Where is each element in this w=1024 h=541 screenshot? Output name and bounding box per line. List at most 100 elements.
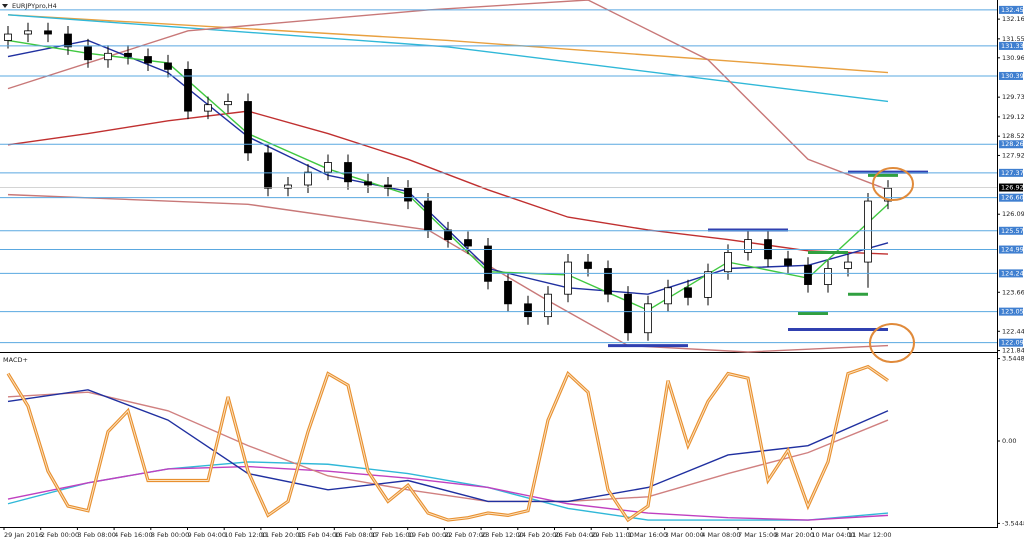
candle-body <box>444 229 452 240</box>
title-arrow <box>2 4 8 8</box>
level-label-box <box>999 41 1023 50</box>
x-tick-label: 26 Feb 04:00 <box>555 531 598 539</box>
indicator-line <box>7 389 889 503</box>
candle-body <box>864 200 872 263</box>
candle-body <box>124 52 132 57</box>
x-tick-label: 1 Mar 16:00 <box>628 531 667 539</box>
level-label: 124.248 <box>1001 269 1024 277</box>
candle-body <box>384 184 392 189</box>
y-tick-label: -3.5448 <box>1002 519 1024 527</box>
last-price-box <box>999 183 1023 192</box>
candle-body <box>724 252 732 273</box>
level-label-box <box>999 269 1023 278</box>
candle-body <box>564 261 572 295</box>
candle-body <box>884 187 892 202</box>
level-label-box <box>999 338 1023 347</box>
candle-body <box>544 293 552 318</box>
x-tick-label: 22 Feb 07:00 <box>444 531 487 539</box>
candle-body <box>404 187 412 202</box>
candle-body <box>264 152 272 189</box>
level-label-box <box>999 5 1023 14</box>
level-label-box <box>999 226 1023 235</box>
level-label-box <box>999 140 1023 149</box>
x-tick-label: 7 Mar 15:00 <box>738 531 777 539</box>
x-tick-label: 15 Feb 04:00 <box>298 531 341 539</box>
level-label: 123.057 <box>1001 308 1024 316</box>
candle-body <box>344 162 352 183</box>
y-tick-label: 130.960 <box>1002 54 1024 62</box>
candle-body <box>204 104 212 112</box>
x-tick-label: 11 Mar 12:00 <box>848 531 891 539</box>
candle-body <box>784 258 792 266</box>
x-tick-label: 24 Feb 20:00 <box>518 531 561 539</box>
candle-body <box>744 239 752 253</box>
candle-body <box>464 239 472 247</box>
candle-body <box>504 280 512 305</box>
level-label-box <box>999 193 1023 202</box>
x-tick-label: 4 Feb 16:00 <box>114 531 153 539</box>
x-tick-label: 10 Feb 12:00 <box>224 531 267 539</box>
x-tick-label: 29 Feb 11:00 <box>591 531 634 539</box>
level-label: 126.605 <box>1001 194 1024 202</box>
candle-body <box>804 264 812 285</box>
candle-body <box>24 30 32 35</box>
candle-body <box>524 303 532 318</box>
y-tick-label: 131.550 <box>1002 35 1024 43</box>
candle-body <box>144 56 152 64</box>
y-tick-label: 129.735 <box>1002 93 1024 101</box>
candle-body <box>84 46 92 61</box>
level-label: 124.990 <box>1001 246 1024 254</box>
highlight-circle <box>872 167 914 201</box>
candle-body <box>844 261 852 269</box>
y-tick-label: 123.660 <box>1002 288 1024 296</box>
y-tick-label: 129.120 <box>1002 113 1024 121</box>
x-tick-label: 23 Feb 12:00 <box>481 531 524 539</box>
candle-body <box>364 181 372 186</box>
candle-body <box>64 33 72 48</box>
y-tick-label: 122.445 <box>1002 327 1024 335</box>
indicator-line-inner <box>7 366 889 521</box>
x-tick-label: 16 Feb 08:00 <box>334 531 377 539</box>
candle-body <box>284 184 292 189</box>
x-tick-label: 8 Mar 20:00 <box>775 531 814 539</box>
y-tick-label: 126.090 <box>1002 210 1024 218</box>
y-tick-label: 3.5448 <box>1002 355 1024 363</box>
indicator-line <box>7 465 889 521</box>
level-label: 130.395 <box>1001 72 1024 80</box>
candle-body <box>164 62 172 70</box>
candle-body <box>324 162 332 173</box>
indicator-line <box>7 14 889 103</box>
x-tick-label: 4 Mar 08:00 <box>701 531 740 539</box>
candle-body <box>4 33 12 41</box>
x-tick-label: 9 Feb 04:00 <box>188 531 227 539</box>
level-label: 132.452 <box>1001 6 1024 14</box>
level-label-box <box>999 245 1023 254</box>
candle-body <box>684 287 692 298</box>
y-tick-label: 127.920 <box>1002 151 1024 159</box>
x-tick-label: 11 Feb 20:00 <box>261 531 304 539</box>
candle-body <box>44 30 52 35</box>
candle-body <box>664 287 672 305</box>
candle-body <box>304 171 312 186</box>
indicator-line <box>7 14 889 74</box>
level-label: 125.574 <box>1001 227 1024 235</box>
x-tick-label: 29 Jan 2016 <box>4 531 43 539</box>
highlight-circle <box>869 323 915 363</box>
y-tick-label: 121.845 <box>1002 347 1024 355</box>
candle-body <box>604 268 612 295</box>
level-label: 128.269 <box>1001 140 1024 148</box>
x-tick-label: 17 Feb 16:00 <box>371 531 414 539</box>
candle-body <box>184 68 192 112</box>
y-tick-label: 128.520 <box>1002 132 1024 140</box>
indicator-line <box>7 0 889 191</box>
candle-body <box>824 268 832 285</box>
x-tick-label: 3 Feb 08:00 <box>77 531 116 539</box>
indicator-line <box>7 110 889 255</box>
y-tick-label: 132.165 <box>1002 15 1024 23</box>
candle-body <box>624 293 632 334</box>
indicator-title: MACD+ <box>3 356 28 364</box>
x-tick-label: 10 Mar 04:00 <box>811 531 854 539</box>
